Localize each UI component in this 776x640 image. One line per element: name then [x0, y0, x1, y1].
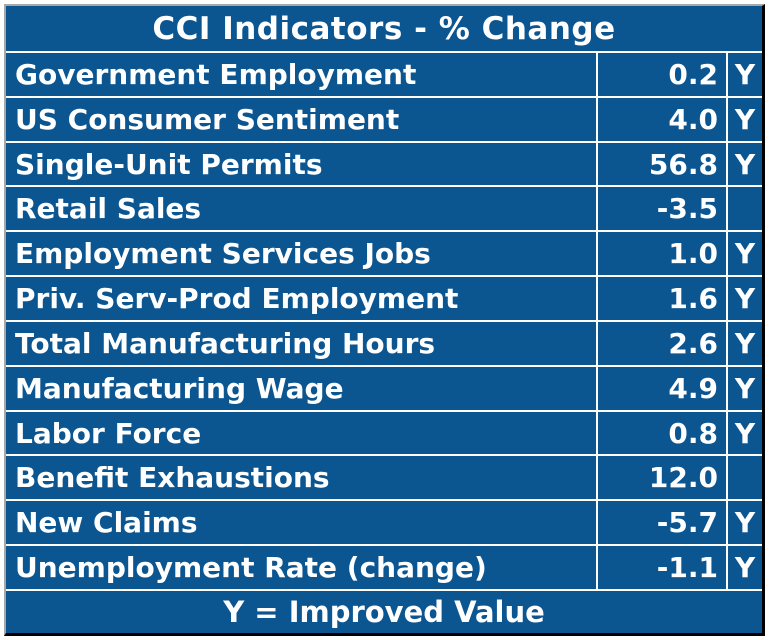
indicator-label: New Claims [15, 506, 198, 540]
indicator-value: -5.7 [596, 501, 726, 545]
indicator-label: US Consumer Sentiment [15, 102, 400, 136]
table-row: Benefit Exhaustions 12.0 [6, 454, 762, 500]
table-footnote: Y = Improved Value [223, 594, 545, 629]
improved-flag: Y [726, 546, 762, 589]
table-title: CCI Indicators - % Change [152, 10, 616, 47]
indicator-label: Single-Unit Permits [15, 147, 323, 181]
improved-flag: Y [726, 411, 762, 455]
table-row: US Consumer Sentiment 4.0 Y [6, 95, 762, 141]
table-row: Labor Force 0.8 Y [6, 409, 762, 455]
table-row: Unemployment Rate (change) -1.1 Y [6, 544, 762, 589]
indicator-label: Government Employment [15, 57, 417, 91]
table-row: Single-Unit Permits 56.8 Y [6, 140, 762, 186]
indicator-value: 1.0 [596, 232, 726, 276]
table-row: Employment Services Jobs 1.0 Y [6, 230, 762, 276]
improved-flag: Y [726, 366, 762, 410]
improved-flag: Y [726, 53, 762, 96]
indicator-label: Retail Sales [15, 192, 202, 226]
table-row: Government Employment 0.2 Y [6, 51, 762, 96]
table-row: Total Manufacturing Hours 2.6 Y [6, 319, 762, 365]
indicator-value: 12.0 [596, 456, 726, 500]
indicator-label: Unemployment Rate (change) [15, 551, 487, 585]
indicator-value: -3.5 [596, 187, 726, 231]
indicator-value: 4.9 [596, 366, 726, 410]
improved-flag [726, 456, 762, 500]
table-row: Retail Sales -3.5 [6, 185, 762, 231]
indicator-value: -1.1 [596, 546, 726, 589]
indicator-label: Employment Services Jobs [15, 237, 431, 271]
table-row: Manufacturing Wage 4.9 Y [6, 364, 762, 410]
indicator-label: Labor Force [15, 416, 202, 450]
indicator-value: 56.8 [596, 142, 726, 186]
cci-indicators-table: CCI Indicators - % Change Government Emp… [4, 4, 765, 636]
improved-flag: Y [726, 277, 762, 320]
indicator-value: 0.2 [596, 53, 726, 96]
indicator-label: Benefit Exhaustions [15, 461, 330, 495]
table-row: Priv. Serv-Prod Employment 1.6 Y [6, 275, 762, 320]
indicator-value: 0.8 [596, 411, 726, 455]
improved-flag: Y [726, 232, 762, 276]
indicator-label: Total Manufacturing Hours [15, 326, 436, 360]
improved-flag: Y [726, 321, 762, 365]
indicator-value: 2.6 [596, 321, 726, 365]
indicator-value: 1.6 [596, 277, 726, 320]
table-footnote-row: Y = Improved Value [6, 588, 762, 633]
indicator-label: Priv. Serv-Prod Employment [15, 282, 459, 316]
improved-flag [726, 187, 762, 231]
table-title-row: CCI Indicators - % Change [6, 6, 762, 51]
improved-flag: Y [726, 501, 762, 545]
indicator-label: Manufacturing Wage [15, 371, 344, 405]
indicator-value: 4.0 [596, 97, 726, 141]
improved-flag: Y [726, 97, 762, 141]
improved-flag: Y [726, 142, 762, 186]
table-row: New Claims -5.7 Y [6, 499, 762, 545]
